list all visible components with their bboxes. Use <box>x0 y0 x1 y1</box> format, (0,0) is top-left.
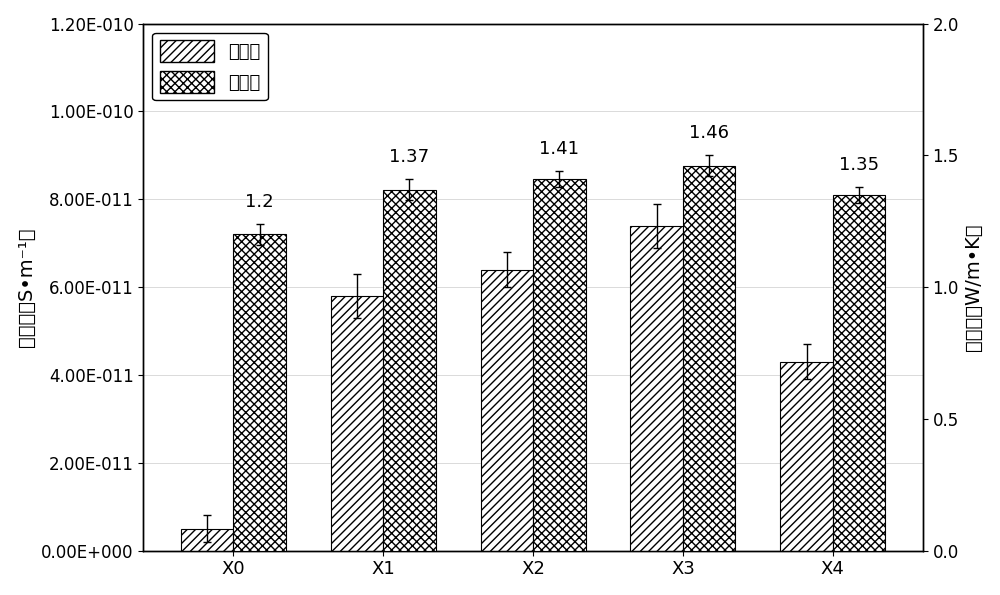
Text: 1.46: 1.46 <box>689 124 729 142</box>
Text: 1.37: 1.37 <box>389 148 429 166</box>
Text: 1.41: 1.41 <box>539 140 579 158</box>
Text: 1.35: 1.35 <box>839 156 879 174</box>
Bar <box>833 195 885 550</box>
Y-axis label: 电导率（S•m⁻¹）: 电导率（S•m⁻¹） <box>17 227 36 347</box>
Bar <box>383 190 436 550</box>
Legend: 电导率, 热导率: 电导率, 热导率 <box>152 33 268 100</box>
Text: 1.2: 1.2 <box>245 193 274 211</box>
Bar <box>233 234 286 550</box>
Bar <box>630 226 683 550</box>
Y-axis label: 热导率（W/m•K）: 热导率（W/m•K） <box>964 223 983 351</box>
Bar <box>181 528 233 550</box>
Bar <box>683 166 735 550</box>
Bar <box>481 270 533 550</box>
Bar <box>780 362 833 550</box>
Bar <box>533 179 586 550</box>
Bar <box>331 296 383 550</box>
